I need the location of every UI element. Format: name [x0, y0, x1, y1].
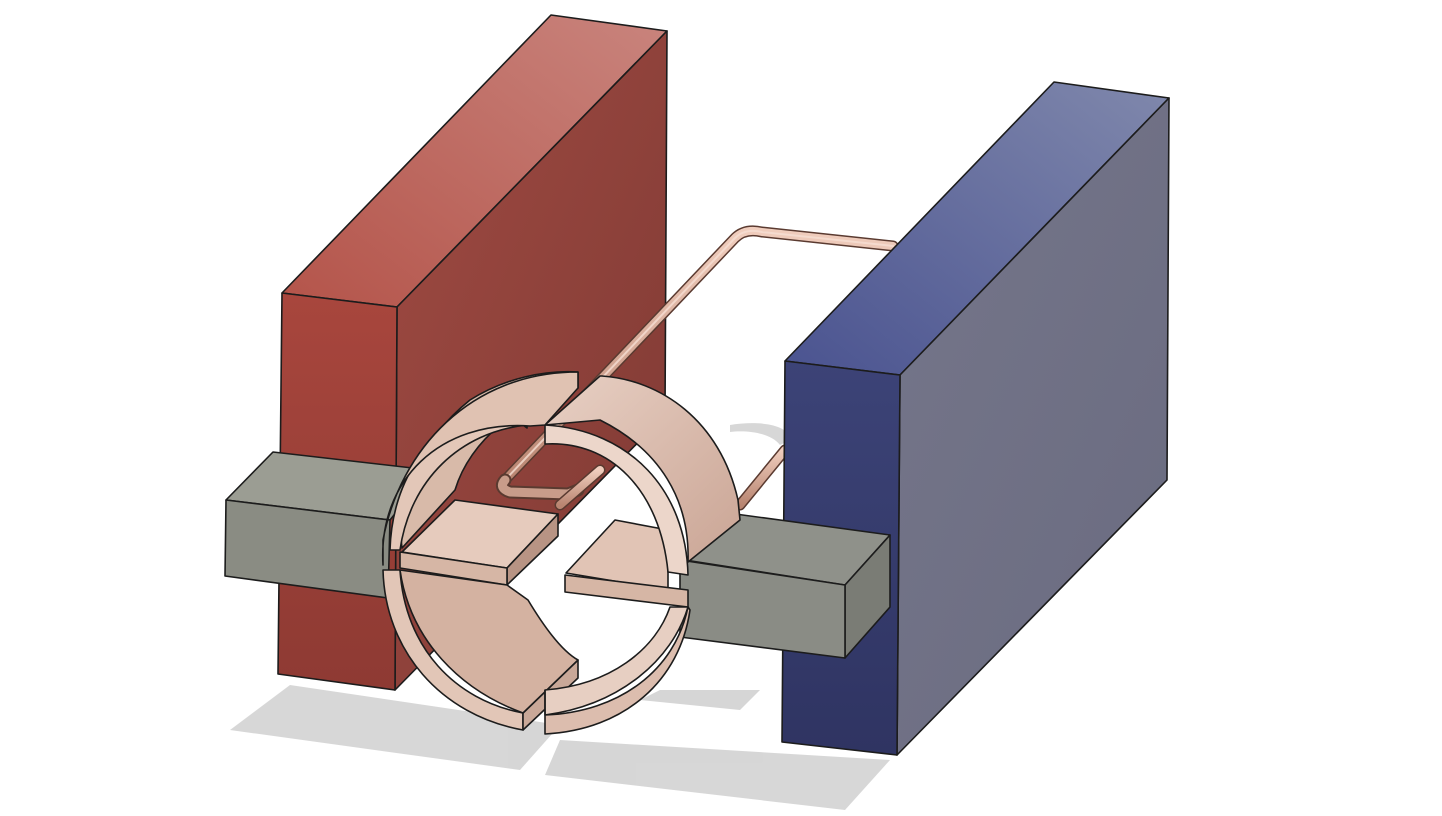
wire-coil-loop	[496, 225, 899, 511]
right-brush-bar	[679, 512, 891, 659]
split-ring-commutator	[382, 370, 741, 735]
commutator-front-ring-upper-right	[544, 424, 689, 576]
wire-front-link	[554, 464, 606, 511]
ground-shadows	[230, 423, 890, 810]
south-magnet-block	[781, 81, 1170, 756]
